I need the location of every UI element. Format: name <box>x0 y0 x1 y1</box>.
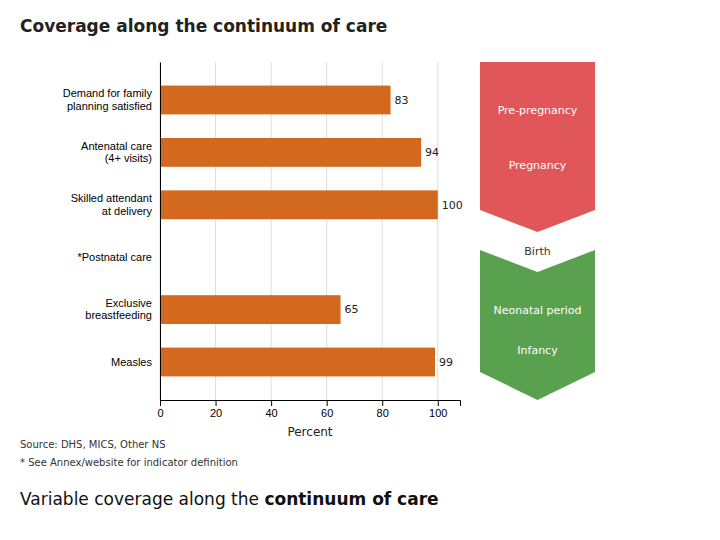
tick-mark <box>438 400 439 406</box>
bars <box>160 86 438 377</box>
stage-label: Birth <box>524 245 550 258</box>
tick: *Postnatal care <box>77 251 152 263</box>
stage-label: Infancy <box>517 344 558 357</box>
tick-label-line: Antenatal care <box>81 140 152 152</box>
tick-mark <box>327 400 328 406</box>
tick-mark <box>216 400 217 406</box>
tick-label: 20 <box>210 407 222 419</box>
tick-label-line: Skilled attendant <box>71 192 152 204</box>
tick-label-line: *Postnatal care <box>77 251 152 263</box>
tick: Demand for familyplanning satisfied <box>63 87 153 112</box>
tick-label-line: Exclusive <box>106 297 152 309</box>
tick-label: Skilled attendantat delivery <box>71 192 153 217</box>
chart: Coverage along the continuum of care 83 94… <box>0 0 720 540</box>
tick-label: Exclusivebreastfeeding <box>85 297 152 322</box>
tick-label-line: (4+ visits) <box>105 152 152 164</box>
headline-plain: Variable coverage along the <box>20 489 264 509</box>
grid-line <box>437 62 438 400</box>
tick-label: Demand for familyplanning satisfied <box>63 87 153 112</box>
bar <box>160 138 421 167</box>
headline: Variable coverage along the continuum of… <box>20 489 439 509</box>
tick: 60 <box>321 400 333 419</box>
tick: Antenatal care(4+ visits) <box>81 140 152 165</box>
tick-label-line: planning satisfied <box>67 100 152 112</box>
tick: 20 <box>210 400 222 419</box>
tick-label: 0 <box>157 407 163 419</box>
tick-label: 60 <box>321 407 333 419</box>
tick: Measles <box>111 356 152 368</box>
tick: 0 <box>157 400 163 419</box>
x-axis: 0 20 40 60 80 100 <box>157 400 460 419</box>
tick-label-line: at delivery <box>102 205 153 217</box>
stage-label: Neonatal period <box>493 304 581 317</box>
data-label: 65 <box>345 303 359 316</box>
tick: 100 <box>429 400 447 419</box>
tick-mark <box>160 400 161 406</box>
stage-arrow: Pre-pregnancy Pregnancy Birth Neonatal peri… <box>480 62 595 400</box>
tick: Skilled attendantat delivery <box>71 192 153 217</box>
arrow-top <box>480 62 595 232</box>
axis-line <box>160 63 161 401</box>
data-label: 99 <box>439 356 453 369</box>
tick-label-line: breastfeeding <box>85 309 152 321</box>
grid <box>160 62 438 400</box>
x-axis-title: Percent <box>287 425 332 439</box>
data-label: 100 <box>442 199 463 212</box>
data-label: 94 <box>425 146 439 159</box>
tick: 80 <box>377 400 389 419</box>
tick: Exclusivebreastfeeding <box>85 297 152 322</box>
tick-label: 100 <box>429 407 447 419</box>
stage-label: Pre-pregnancy <box>498 104 578 117</box>
bar <box>160 190 438 219</box>
tick-mark <box>382 400 383 406</box>
grid-line <box>160 62 161 400</box>
tick-label-line: Demand for family <box>63 87 153 99</box>
tick-label: 80 <box>377 407 389 419</box>
axis-line <box>161 401 461 407</box>
tick-label: Measles <box>111 356 152 368</box>
tick-mark <box>271 400 272 406</box>
headline-emphasis: continuum of care <box>264 489 438 509</box>
source: Source: DHS, MICS, Other NS <box>20 439 165 450</box>
bar <box>160 295 341 324</box>
data-labels: 83 94 100 65 99 <box>345 94 463 369</box>
data-label: 83 <box>395 94 409 107</box>
tick: 40 <box>265 400 277 419</box>
bar <box>160 348 435 377</box>
tick-label: 40 <box>265 407 277 419</box>
tick-label-line: Measles <box>111 356 152 368</box>
tick-label: *Postnatal care <box>77 251 152 263</box>
footnote: * See Annex/website for indicator defini… <box>20 457 238 468</box>
arrow-bottom <box>480 250 595 400</box>
tick-label: Antenatal care(4+ visits) <box>81 140 152 165</box>
stage-label: Pregnancy <box>509 159 567 172</box>
bar <box>160 86 391 115</box>
title: Coverage along the continuum of care <box>20 16 387 36</box>
y-axis: Demand for familyplanning satisfied Anten… <box>63 63 161 401</box>
